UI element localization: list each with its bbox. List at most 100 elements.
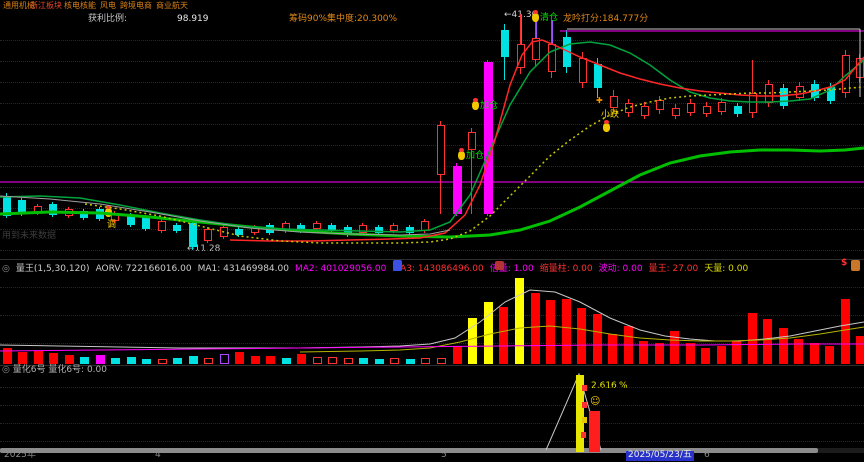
volume-bar (655, 343, 664, 364)
candle (189, 223, 197, 247)
volume-bar (111, 358, 120, 364)
volume-bar (189, 356, 198, 364)
signal-icon (603, 120, 610, 132)
smiley-icon: ☺ (590, 396, 601, 407)
volume-bar (34, 351, 43, 364)
indicator-icon[interactable]: ◎ (2, 365, 10, 375)
candle (359, 225, 367, 233)
candle (204, 229, 212, 241)
candle (625, 103, 633, 113)
signal-mark (581, 432, 586, 438)
candle (718, 102, 726, 112)
badge-orange-icon[interactable] (851, 260, 860, 271)
candle (18, 200, 26, 213)
candle (344, 227, 352, 235)
volume-bar (65, 355, 74, 364)
volume-bar (158, 359, 167, 364)
ma-line-red (229, 39, 864, 242)
signal-label: 加仓 (466, 151, 485, 161)
candle (780, 88, 788, 106)
volume-bar (763, 319, 772, 364)
gridline (0, 40, 864, 41)
candle (579, 58, 587, 83)
volume-bar (624, 326, 633, 364)
menu-item-sector[interactable]: 浙江板块 (30, 1, 62, 10)
indicator-param: 量王(1,5,30,120) (15, 264, 90, 274)
volume-bar (282, 358, 291, 364)
candle (827, 87, 835, 101)
badge-blue-icon[interactable] (393, 260, 402, 271)
signal-icon (472, 98, 479, 110)
candle (220, 227, 228, 237)
volume-bar (794, 339, 803, 364)
indicator-icon[interactable]: ◎ (2, 264, 10, 274)
volume-bar (80, 357, 89, 364)
candle (517, 44, 525, 68)
candle (641, 106, 649, 116)
volume-bar (328, 357, 337, 364)
candle (266, 225, 274, 233)
menu-item-sector[interactable]: 跨境电商 (120, 1, 152, 10)
gridline (0, 61, 864, 62)
signal-wick (536, 16, 537, 38)
volume-bar (608, 334, 617, 364)
volume-bar (406, 359, 415, 364)
volume-bar (220, 354, 229, 364)
gridline (0, 103, 864, 104)
candle (532, 38, 540, 60)
ma-line-yellow-dotted (84, 86, 864, 244)
indicator-param: MA3: 143086496.00 (392, 264, 484, 274)
candle (734, 106, 742, 114)
candle (656, 100, 664, 110)
quant-indicator-header: ◎ 量化6号 量化6号: 0.00 (2, 365, 107, 376)
volume-bar (484, 302, 493, 364)
candle (842, 55, 850, 93)
indicator-param: 缩量柱: 0.00 (539, 264, 593, 274)
volume-bar (748, 313, 757, 364)
candle (65, 209, 73, 216)
scrollbar-thumb[interactable] (0, 448, 818, 453)
menu-item-sector[interactable]: 通用机械 (3, 1, 35, 10)
indicator-param: 量王: 27.00 (648, 264, 699, 274)
candle (251, 227, 259, 233)
menu-item-sector[interactable]: 商业航天 (156, 1, 188, 10)
dollar-icon[interactable]: $ (841, 258, 848, 268)
candle (375, 227, 383, 233)
indicator-param: 波动: 0.00 (598, 264, 643, 274)
candle (80, 211, 88, 218)
indicator-param: 天量: 0.00 (704, 264, 749, 274)
volume-bar (825, 346, 834, 364)
gridline (0, 229, 864, 230)
candle (672, 108, 680, 116)
menu-item-sector[interactable]: 风电 (100, 1, 116, 10)
axis-date-label: 4 (155, 450, 161, 460)
volume-bar (96, 355, 105, 364)
volume-bar (49, 353, 58, 364)
volume-bar (546, 300, 555, 364)
volume-bar (856, 336, 864, 364)
gridline (0, 250, 864, 251)
candle (796, 86, 804, 98)
candle (765, 84, 773, 103)
profit-ratio-value: 98.919 (177, 14, 209, 24)
volume-bar (639, 341, 648, 364)
candle (127, 215, 135, 225)
volume-bar (562, 299, 571, 364)
candle (749, 93, 757, 113)
axis-date-label: 5 (441, 450, 447, 460)
volume-bar (173, 358, 182, 364)
ma-line-green-thin (0, 41, 864, 233)
menu-item-sector[interactable]: 核电核能 (64, 1, 96, 10)
volume-indicator-header: ◎ 量王(1,5,30,120) AORV: 722166016.00 MA1: 4… (2, 264, 749, 275)
volume-bar (359, 358, 368, 364)
candle (453, 166, 462, 214)
badge-red-icon[interactable] (495, 261, 504, 270)
gridline (0, 124, 864, 125)
signal-mark (582, 417, 587, 423)
volume-bar (531, 293, 540, 364)
gridline (0, 441, 864, 442)
percent-label: % (619, 381, 628, 391)
signal-label: 清仓 (540, 13, 559, 23)
candle (313, 223, 321, 229)
